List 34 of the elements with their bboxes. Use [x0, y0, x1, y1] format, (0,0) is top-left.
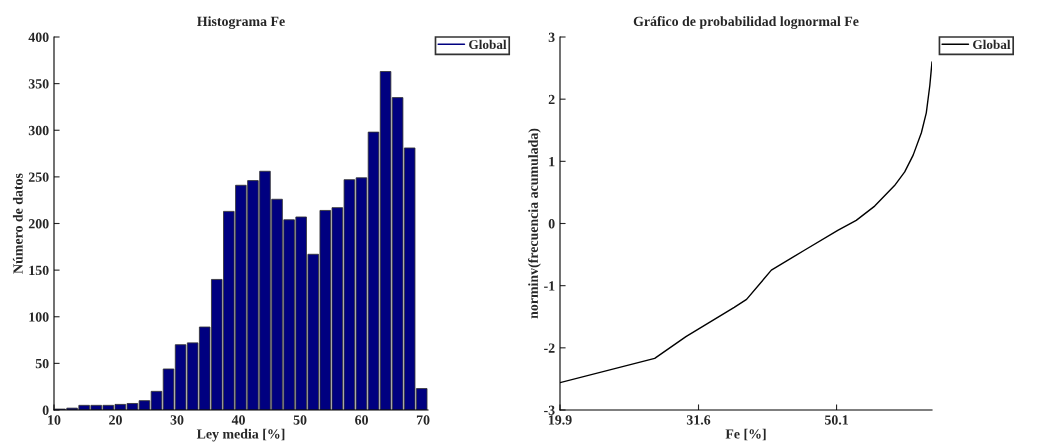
- y-axis-title: Número de datos: [12, 173, 23, 274]
- y-tick-label: 1: [549, 156, 555, 167]
- x-tick-label: 30: [170, 415, 184, 425]
- y-tick-label: 50: [35, 358, 49, 369]
- x-tick-label: 60: [355, 415, 368, 425]
- y-tick-label: 0: [548, 219, 555, 229]
- x-axis-title: Fe [%]: [725, 428, 766, 441]
- x-tick-label: 20: [109, 415, 122, 425]
- y-tick-label: 150: [29, 265, 49, 276]
- y-tick-label: 250: [28, 172, 49, 182]
- legend-label: Global: [973, 39, 1011, 49]
- y-tick-label: 200: [28, 219, 49, 229]
- y-tick-label: 300: [28, 125, 49, 136]
- x-tick-label: 70: [416, 415, 430, 425]
- x-tick-label: 50: [293, 415, 307, 425]
- chart-title: Histograma Fe: [197, 16, 285, 29]
- x-tick-label: 19.9: [548, 415, 572, 425]
- y-tick-label: 2: [548, 94, 555, 104]
- y-tick-label: 3: [548, 32, 555, 42]
- legend-label: Global: [469, 39, 507, 49]
- x-tick-label: 50.1: [824, 415, 848, 425]
- x-axis-title: Ley media [%]: [196, 428, 285, 442]
- y-tick-label: 0: [42, 405, 49, 415]
- y-tick-label: 350: [28, 79, 49, 89]
- y-tick-label: 400: [28, 32, 49, 42]
- y-tick-label: -1: [544, 281, 555, 291]
- x-tick-label: 10: [48, 415, 61, 425]
- y-tick-label: -3: [544, 405, 555, 415]
- y-tick-label: -2: [544, 343, 555, 353]
- chart-title: Gráfico de probabilidad lognormal Fe: [633, 16, 859, 29]
- x-tick-label: 40: [231, 415, 245, 425]
- y-axis-title: norminv(frecuencia acumulada): [528, 128, 541, 319]
- y-tick-label: 100: [29, 312, 49, 322]
- x-tick-label: 31.6: [686, 415, 711, 425]
